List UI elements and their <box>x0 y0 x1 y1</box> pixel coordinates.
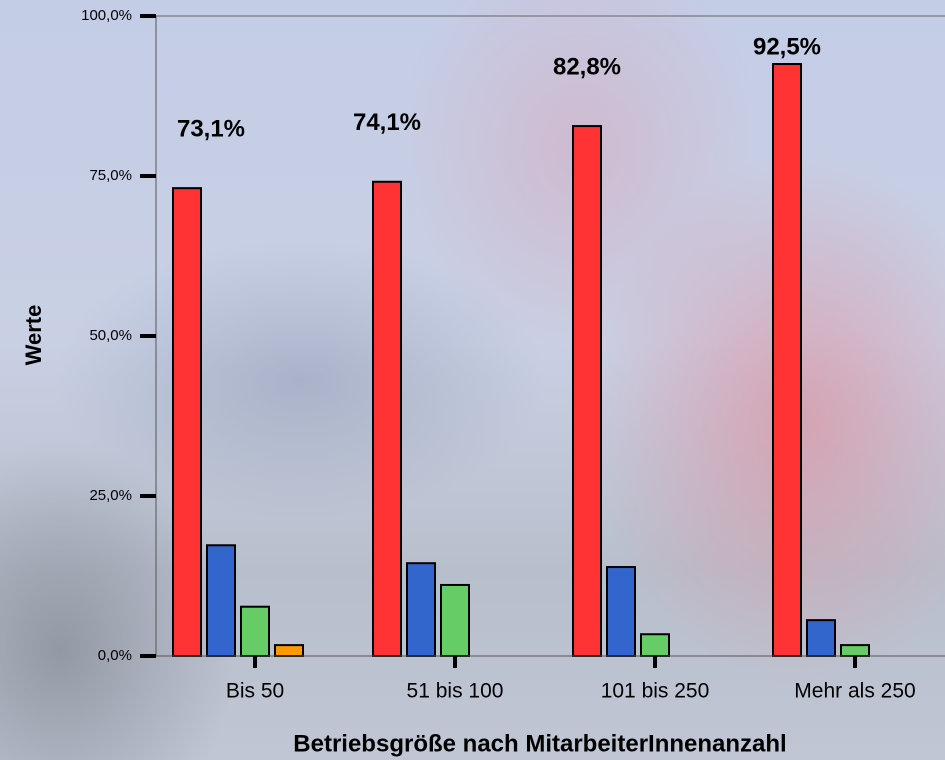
value-label: 92,5% <box>753 33 821 60</box>
value-label: 74,1% <box>353 109 421 136</box>
x-tick-label: Bis 50 <box>226 680 284 703</box>
x-tick-label: Mehr als 250 <box>794 680 915 703</box>
bar <box>806 619 836 657</box>
bar <box>840 644 870 657</box>
bar <box>572 125 602 657</box>
y-tick-label: 25,0% <box>89 487 132 504</box>
bar <box>440 583 470 658</box>
value-label: 73,1% <box>177 116 245 143</box>
bar <box>372 180 402 657</box>
y-axis-title: Werte <box>21 305 46 366</box>
bar <box>274 644 304 657</box>
bar <box>772 63 802 657</box>
y-tick-label: 100,0% <box>81 7 132 24</box>
y-tick-label: 0,0% <box>98 647 132 664</box>
bar <box>206 544 236 658</box>
x-tick-label: 101 bis 250 <box>601 680 710 703</box>
bar <box>406 562 436 658</box>
bar <box>640 633 670 657</box>
x-axis-title: Betriebsgröße nach MitarbeiterInnenanzah… <box>293 730 786 757</box>
bar <box>240 605 270 657</box>
bar <box>606 566 636 657</box>
bar <box>172 187 202 657</box>
y-tick-label: 50,0% <box>89 327 132 344</box>
x-tick-label: 51 bis 100 <box>407 680 504 703</box>
value-label: 82,8% <box>553 53 621 80</box>
y-tick-label: 75,0% <box>89 167 132 184</box>
